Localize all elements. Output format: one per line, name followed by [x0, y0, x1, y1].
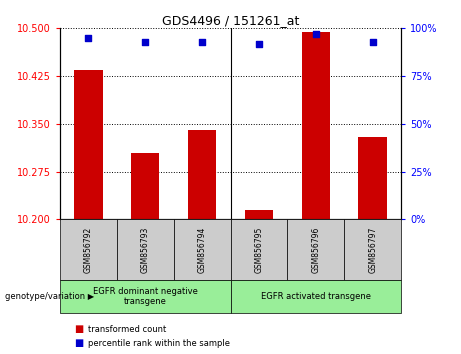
Bar: [358, 137, 387, 219]
Point: [198, 39, 206, 45]
Text: EGFR dominant negative
transgene: EGFR dominant negative transgene: [93, 287, 198, 306]
Point: [142, 39, 149, 45]
Text: GSM856795: GSM856795: [254, 226, 263, 273]
Point: [312, 31, 319, 37]
Text: GSM856796: GSM856796: [311, 226, 320, 273]
Text: GSM856792: GSM856792: [84, 227, 93, 273]
Bar: [188, 130, 216, 219]
Bar: [301, 32, 330, 219]
Text: GSM856793: GSM856793: [141, 226, 150, 273]
Point: [85, 35, 92, 41]
Text: genotype/variation ▶: genotype/variation ▶: [5, 292, 94, 301]
Text: EGFR activated transgene: EGFR activated transgene: [261, 292, 371, 301]
Text: percentile rank within the sample: percentile rank within the sample: [88, 339, 230, 348]
Text: GSM856797: GSM856797: [368, 226, 377, 273]
Bar: [74, 70, 102, 219]
Title: GDS4496 / 151261_at: GDS4496 / 151261_at: [162, 14, 299, 27]
Text: transformed count: transformed count: [88, 325, 166, 334]
Text: GSM856794: GSM856794: [198, 226, 207, 273]
Bar: [131, 153, 160, 219]
Point: [255, 41, 263, 46]
Text: ■: ■: [74, 338, 83, 348]
Text: ■: ■: [74, 324, 83, 334]
Point: [369, 39, 376, 45]
Bar: [245, 210, 273, 219]
